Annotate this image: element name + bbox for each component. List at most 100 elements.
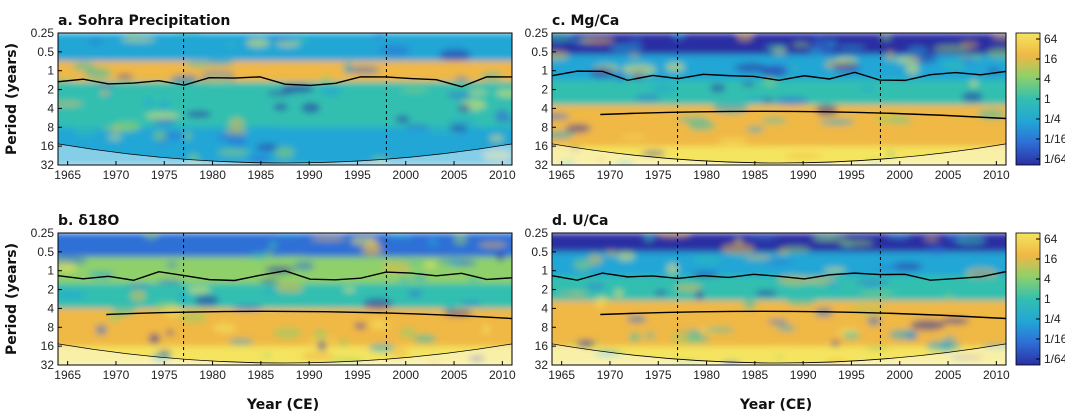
power-blob [466, 276, 481, 282]
power-blob [558, 159, 578, 165]
power-blob [58, 101, 84, 107]
x-tick-label: 1970 [103, 168, 130, 182]
x-tick-label: 1985 [741, 368, 768, 382]
power-blob [900, 41, 937, 49]
y-tick-label: 32 [41, 358, 55, 372]
x-tick-label: 2000 [886, 368, 913, 382]
power-blob [832, 61, 861, 73]
panel-frame [551, 32, 1007, 166]
power-blob [343, 286, 356, 293]
x-tick-label: 1990 [790, 168, 817, 182]
power-blob [626, 315, 647, 324]
power-blob [814, 351, 842, 358]
y-tick-label: 4 [47, 101, 54, 115]
power-blob [87, 39, 104, 45]
y-tick-label: 16 [41, 139, 55, 153]
power-blob [987, 68, 1000, 74]
power-blob [732, 60, 746, 66]
x-tick-label: 2010 [489, 368, 516, 382]
power-blob [792, 42, 810, 48]
power-blob [275, 233, 304, 237]
power-blob [301, 351, 335, 362]
x-tick-label: 2005 [935, 168, 962, 182]
power-blob [99, 89, 110, 97]
panel-frame [551, 232, 1007, 366]
power-blob [59, 96, 83, 101]
y-tick-label: 2 [47, 83, 54, 97]
panel-c: c. Mg/Ca 1965 1970 1975 1980 1985 1990 1995 2000… [525, 13, 1065, 182]
power-blob [743, 300, 757, 311]
power-blob [842, 331, 861, 340]
power-blob [249, 154, 270, 164]
power-blob [165, 329, 175, 336]
power-blob [407, 289, 423, 298]
power-blob [910, 319, 946, 331]
power-blob [585, 283, 606, 290]
x-tick-label: 1980 [199, 368, 226, 382]
power-blob [634, 94, 661, 101]
power-blob [831, 340, 840, 347]
x-tick-label: 2000 [392, 168, 419, 182]
significance-contour [600, 310, 1006, 320]
power-blob [903, 86, 923, 91]
power-blob [481, 324, 491, 336]
power-blob [643, 233, 655, 242]
power-blob [596, 350, 616, 356]
power-blob [744, 254, 772, 260]
power-blob [163, 83, 181, 89]
power-blob [467, 90, 488, 95]
power-blob [721, 243, 755, 255]
power-blob [955, 235, 986, 246]
y-tick-label: 1 [541, 64, 548, 78]
power-blob [774, 96, 809, 106]
power-blob [666, 262, 679, 275]
x-tick-label: 1995 [344, 168, 371, 182]
power-blob [687, 120, 716, 131]
x-tick-label: 2005 [441, 168, 468, 182]
power-blob [144, 96, 154, 109]
power-blob [404, 123, 429, 129]
power-field [58, 33, 512, 165]
power-blob [338, 338, 348, 348]
power-blob [88, 351, 120, 359]
power-blob [382, 261, 412, 274]
power-blob [228, 117, 245, 130]
power-blob [182, 132, 193, 141]
power-blob [734, 238, 743, 245]
x-tick-label: 1970 [103, 368, 130, 382]
power-blob [478, 283, 504, 289]
x-tick-label: 2010 [983, 168, 1010, 182]
power-blob [704, 327, 735, 333]
y-tick-label: 0.25 [525, 26, 549, 40]
x-tick-label: 1965 [548, 368, 575, 382]
power-blob [880, 34, 892, 41]
panel-title: d. U/Ca [552, 213, 608, 229]
power-blob [933, 44, 969, 53]
power-blob [143, 233, 160, 240]
power-blob [595, 131, 608, 139]
y-tick-label: 32 [41, 158, 55, 172]
power-blob [565, 123, 591, 133]
power-blob [605, 250, 618, 257]
power-blob [613, 289, 624, 298]
power-blob [320, 74, 332, 83]
power-blob [665, 62, 685, 73]
x-tick-label: 1995 [838, 368, 865, 382]
x-tick-label: 1965 [54, 168, 81, 182]
power-blob [360, 245, 383, 256]
power-blob [862, 85, 874, 93]
x-tick-label: 1975 [645, 368, 672, 382]
power-blob [776, 106, 793, 116]
colorbar-tick-label: 4 [1044, 272, 1051, 286]
power-blob [495, 89, 512, 98]
colorbar-tick-label: 1/16 [1044, 332, 1065, 346]
x-tick-label: 1985 [247, 368, 274, 382]
cone-of-influence [58, 343, 512, 365]
power-blob [796, 329, 828, 340]
power-blob [216, 133, 248, 142]
power-blob [483, 150, 512, 160]
y-tick-label: 2 [541, 283, 548, 297]
colorbar-tick-label: 4 [1044, 72, 1051, 86]
power-blob [178, 312, 208, 323]
power-field [552, 33, 1006, 165]
